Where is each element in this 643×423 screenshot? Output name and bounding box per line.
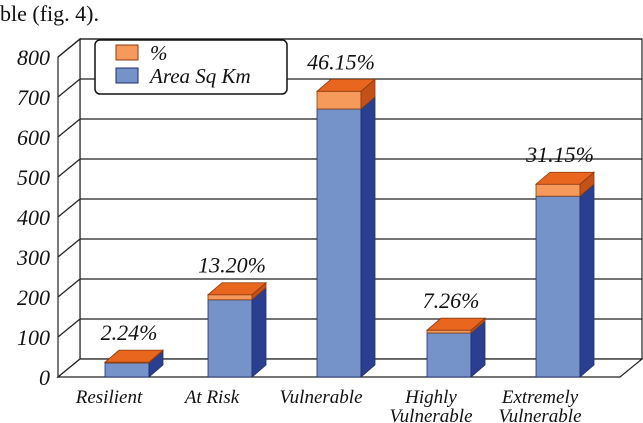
legend-swatch [115,67,139,84]
bar-area-side [579,183,595,378]
bar-vulnerable [315,78,377,378]
bar-pct-front [316,90,362,110]
bar-area-side [251,286,267,378]
caption-fragment: ble (fig. 4). [0,1,99,26]
gridlines [57,38,642,338]
legend: %Area Sq Km [94,39,288,95]
gridline [57,38,642,58]
bars [103,78,596,378]
y-tick-label: 0 [39,365,50,390]
bar-area-side [360,96,376,378]
y-tick-label: 300 [16,245,50,270]
legend-label: Area Sq Km [148,64,251,88]
y-tick-label: 400 [17,205,50,230]
x-category-label: Resilient [75,387,143,408]
bar-top [534,171,596,185]
y-axis-ticks: 0 100 200 300 400 500 600 700 800 [16,45,50,390]
gridline [57,158,642,178]
data-label: 31.15% [525,142,594,167]
data-labels: 2.24% 13.20% 46.15% 7.26% 31.15% [101,49,594,345]
data-label: 2.24% [101,320,158,345]
gridline [57,78,642,98]
bar-top [425,317,487,331]
bar-resilient [103,349,165,378]
gridline [57,278,642,298]
data-label: 46.15% [307,49,375,74]
bar-pct-front [535,183,581,197]
bar-top [315,78,377,92]
gridline [57,198,642,218]
x-category-label: Extremely [501,387,579,408]
bar-area-front [316,108,362,378]
data-label: 7.26% [423,288,480,313]
bar-area-front [104,362,150,378]
bar-area-front [207,299,253,378]
bar-top [103,349,165,363]
legend-label: % [150,41,168,65]
bar-top [206,282,268,296]
y-tick-label: 800 [17,45,50,70]
bar-at-risk [206,281,268,378]
bar-pct-front [426,329,472,334]
x-axis-categories: Resilient At Risk Vulnerable HighlyVulnerab… [75,387,582,423]
bar-area-front [426,332,472,378]
gridline [57,118,642,138]
gridline [57,238,642,258]
y-tick-label: 200 [17,285,50,310]
y-tick-label: 600 [17,125,50,150]
bar-highly-vulnerable [425,317,487,378]
x-category-label: Vulnerable [498,406,581,423]
data-label: 13.20% [198,253,266,278]
bar-pct-front [207,294,253,301]
y-tick-label: 100 [17,325,50,350]
legend-box [94,39,288,95]
x-category-label: Vulnerable [279,387,362,408]
x-category-label: Vulnerable [389,406,472,423]
x-category-label: Highly [404,387,457,408]
legend-swatch [115,44,139,61]
y-tick-label: 500 [17,165,50,190]
bar-area-front [535,195,581,378]
y-tick-label: 700 [17,85,50,110]
x-category-label: At Risk [183,387,240,408]
bar-extremely-vulnerable [534,171,596,378]
